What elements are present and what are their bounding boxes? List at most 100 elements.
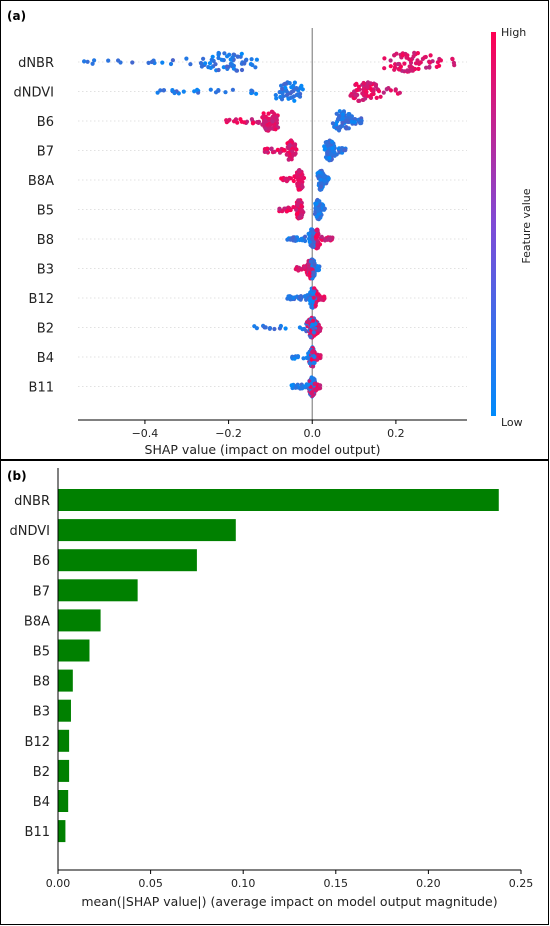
- summary-point-b6: [268, 122, 273, 128]
- summary-point-b6: [263, 114, 268, 119]
- summary-point-b6: [242, 120, 247, 125]
- summary-point-dnbr: [208, 65, 213, 70]
- summary-point-dnbr: [408, 68, 413, 73]
- summary-point-b5: [291, 205, 296, 210]
- summary-point-b7: [264, 146, 270, 151]
- summary-point-dndvi: [384, 87, 389, 92]
- summary-point-b2: [316, 322, 321, 327]
- summary-point-dnbr: [82, 59, 87, 64]
- colorbar-high-label: High: [501, 26, 526, 39]
- summary-point-b8: [310, 244, 315, 249]
- summary-point-dndvi: [287, 81, 292, 86]
- summary-point-dndvi: [299, 83, 304, 88]
- importance-bar-b4: [58, 790, 69, 812]
- summary-point-b7: [327, 155, 332, 161]
- summary-point-dnbr: [452, 63, 457, 68]
- summary-point-dnbr: [394, 51, 399, 56]
- summary-point-b11: [310, 376, 315, 381]
- summary-point-dndvi: [352, 89, 357, 94]
- summary-point-dnbr: [437, 63, 442, 68]
- summary-point-dndvi: [285, 92, 290, 97]
- summary-point-dndvi: [280, 86, 285, 92]
- summary-point-dndvi: [249, 88, 254, 93]
- summary-point-dnbr: [388, 64, 393, 69]
- summary-point-dnbr: [230, 62, 235, 67]
- summary-point-b6: [249, 117, 254, 122]
- summary-point-b3: [316, 266, 321, 271]
- importance-feature-b8a: B8A: [24, 614, 50, 629]
- summary-point-b6: [340, 115, 345, 120]
- summary-point-b7: [322, 147, 327, 152]
- summary-feature-b5: B5: [37, 204, 54, 219]
- summary-point-b8a: [285, 178, 290, 183]
- importance-bar-dndvi: [58, 519, 236, 542]
- summary-point-dnbr: [404, 55, 409, 60]
- summary-x-tick-label: 0.0: [303, 427, 321, 440]
- summary-point-b11: [299, 385, 304, 390]
- summary-point-b6: [262, 120, 267, 125]
- summary-point-dndvi: [360, 91, 365, 96]
- summary-point-b12: [311, 295, 316, 300]
- summary-point-b6: [272, 124, 277, 129]
- summary-point-dnbr: [427, 60, 432, 65]
- summary-point-b8: [310, 230, 315, 235]
- summary-point-b6: [263, 126, 268, 131]
- summary-point-dnbr: [411, 54, 416, 59]
- importance-bar-b6: [58, 549, 197, 572]
- summary-point-dnbr: [250, 62, 255, 68]
- summary-point-b3: [311, 270, 316, 275]
- summary-point-dndvi: [295, 93, 300, 98]
- summary-point-dnbr: [239, 67, 245, 73]
- importance-feature-b6: B6: [33, 554, 50, 569]
- importance-x-tick-label: 0.05: [138, 877, 163, 890]
- summary-point-dnbr: [92, 58, 97, 63]
- summary-x-axis-label: SHAP value (impact on model output): [145, 442, 381, 457]
- summary-point-dnbr: [388, 58, 393, 63]
- summary-point-dnbr: [412, 50, 417, 56]
- importance-feature-dnbr: dNBR: [14, 494, 50, 509]
- summary-point-b6: [267, 126, 272, 131]
- summary-point-b2: [306, 319, 311, 324]
- summary-point-b8a: [322, 178, 327, 183]
- summary-point-b2: [308, 334, 313, 339]
- importance-x-tick-label: 0.10: [231, 877, 256, 890]
- summary-point-dndvi: [393, 88, 398, 93]
- summary-point-dndvi: [361, 87, 366, 92]
- summary-point-dnbr: [213, 62, 218, 67]
- summary-point-dnbr: [146, 60, 151, 65]
- summary-point-dnbr: [130, 60, 135, 65]
- summary-point-b6: [235, 120, 240, 125]
- summary-point-b7: [329, 152, 334, 157]
- summary-point-b8a: [317, 170, 322, 175]
- summary-point-b11: [318, 383, 323, 388]
- importance-bar-b8a: [58, 609, 101, 632]
- summary-point-dndvi: [374, 95, 379, 100]
- summary-point-b8: [315, 243, 320, 248]
- summary-point-dnbr: [254, 57, 259, 62]
- summary-point-dndvi: [161, 88, 166, 93]
- summary-point-dndvi: [373, 82, 379, 87]
- summary-point-dnbr: [203, 61, 208, 66]
- summary-point-dndvi: [354, 81, 359, 86]
- summary-point-b6: [330, 121, 335, 126]
- summary-feature-dndvi: dNDVI: [14, 86, 55, 101]
- summary-point-b2: [252, 324, 257, 329]
- summary-points: [82, 50, 457, 399]
- summary-feature-b12: B12: [29, 292, 54, 307]
- summary-point-b7: [329, 139, 335, 144]
- summary-point-dnbr: [160, 60, 165, 65]
- summary-point-b5: [295, 211, 300, 216]
- summary-point-dndvi: [292, 98, 297, 103]
- summary-point-b8: [323, 238, 328, 243]
- summary-point-b6: [340, 112, 345, 117]
- summary-point-b5: [299, 204, 304, 209]
- summary-point-b7: [325, 149, 330, 154]
- summary-point-b7: [324, 140, 329, 145]
- summary-point-dndvi: [397, 90, 402, 95]
- summary-point-b2: [311, 330, 316, 335]
- summary-point-dnbr: [216, 50, 221, 56]
- importance-x-ticks: 0.00 0.05 0.10 0.15 0.20 0.25: [46, 870, 533, 890]
- summary-point-b6: [225, 119, 230, 124]
- summary-point-b8a: [297, 169, 302, 174]
- summary-point-b6: [352, 117, 357, 122]
